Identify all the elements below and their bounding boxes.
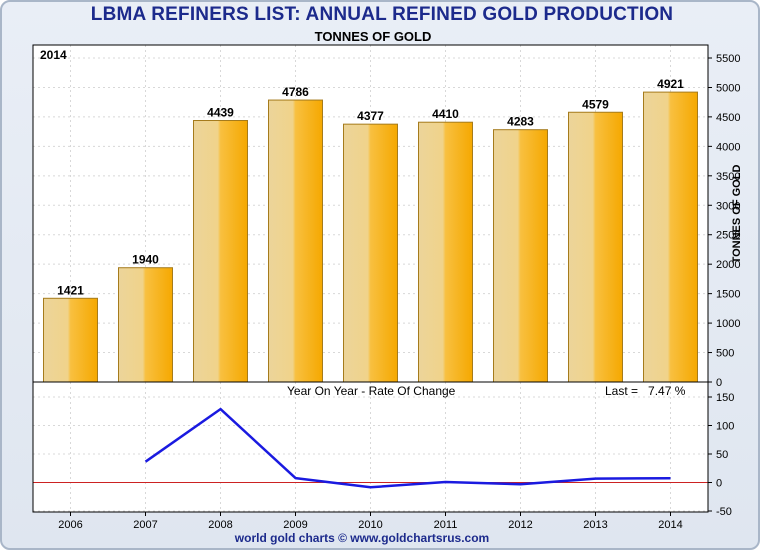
bar-data-label: 4786 [282, 85, 309, 99]
chart-subtitle: TONNES OF GOLD [314, 29, 432, 44]
bar-data-label: 4410 [432, 107, 459, 121]
bar-y-tick-label: 2500 [716, 230, 740, 242]
x-tick-label: 2009 [283, 519, 307, 531]
roc-panel-border [32, 381, 709, 513]
bar-y-tick-label: 5000 [716, 82, 740, 94]
roc-last-label: Last = [605, 384, 639, 398]
x-tick-label: 2012 [508, 519, 532, 531]
y-axis-label: TONNES OF GOLD [731, 164, 743, 264]
bar-2013 [568, 111, 623, 383]
bar-y-tick-label: 3500 [716, 171, 740, 183]
roc-y-tick-label: 0 [716, 478, 722, 490]
chart-title: LBMA REFINERS LIST: ANNUAL REFINED GOLD … [90, 4, 674, 25]
x-tick-label: 2010 [358, 519, 382, 531]
bar-y-tick-label: 4000 [716, 141, 740, 153]
bar-y-tick-label: 4500 [716, 112, 740, 124]
bar-y-tick-label: 500 [716, 348, 734, 360]
roc-series-line [144, 407, 671, 489]
bar-2014 [643, 91, 698, 383]
footer-credit: world gold charts © www.goldchartsrus.co… [234, 531, 490, 545]
bar-data-label: 4283 [507, 115, 534, 129]
bar-2006 [43, 297, 98, 383]
roc-panel-title: Year On Year - Rate Of Change [287, 384, 456, 398]
bar-y-tick-label: 1500 [716, 289, 740, 301]
x-tick-label: 2007 [133, 519, 157, 531]
x-tick-label: 2008 [208, 519, 232, 531]
year-tag: 2014 [40, 48, 67, 62]
bar-y-tick-label: 2000 [716, 259, 740, 271]
bar-data-label: 4579 [582, 97, 609, 111]
roc-y-tick-label: 100 [716, 421, 734, 433]
x-tick-label: 2014 [658, 519, 682, 531]
bar-data-label: 4439 [207, 106, 234, 120]
bar-2009 [268, 99, 323, 383]
bar-2011 [418, 121, 473, 383]
bar-data-label: 4377 [357, 109, 384, 123]
bar-2010 [343, 123, 398, 383]
bar-2007 [118, 267, 173, 383]
bar-y-tick-label: 1000 [716, 318, 740, 330]
bar-y-tick-label: 3000 [716, 200, 740, 212]
bar-y-tick-label: 0 [716, 377, 722, 389]
roc-y-tick-label: 50 [716, 449, 728, 461]
bar-data-label: 4921 [657, 77, 684, 91]
roc-y-tick-label: -50 [716, 506, 732, 518]
x-tick-label: 2011 [434, 519, 458, 531]
bar-2008 [193, 120, 248, 383]
roc-last-value: Last = 7.47 % [605, 384, 685, 398]
bar-y-tick-label: 5500 [716, 53, 740, 65]
x-tick-label: 2013 [583, 519, 607, 531]
roc-y-tick-label: 150 [716, 392, 734, 404]
bar-data-label: 1421 [57, 283, 84, 297]
x-tick-label: 2006 [58, 519, 82, 531]
bar-data-label: 1940 [132, 253, 159, 267]
bar-2012 [493, 129, 548, 383]
roc-last-number: 7.47 % [648, 384, 686, 398]
